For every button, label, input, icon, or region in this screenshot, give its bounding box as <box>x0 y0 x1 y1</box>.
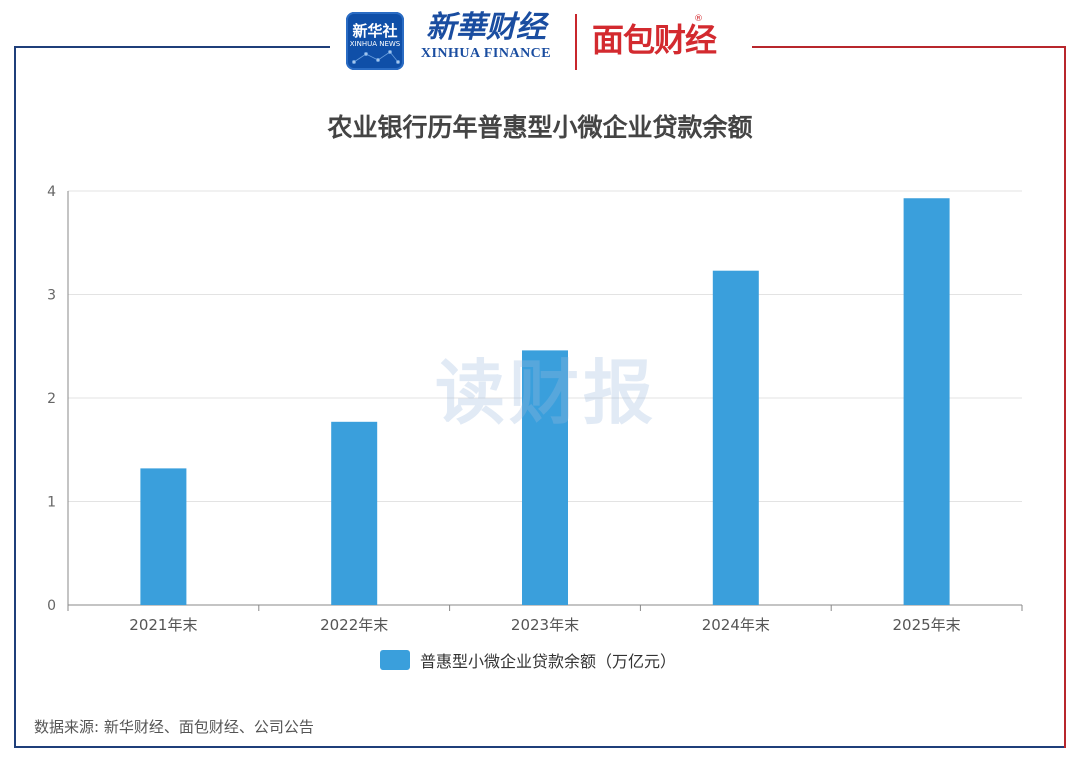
y-tick-label: 4 <box>47 184 56 200</box>
frame-line-blue-left <box>14 46 16 748</box>
registered-mark: ® <box>694 14 703 24</box>
bar-2022年末[interactable] <box>331 421 378 605</box>
x-axis: 2021年末 2022年末 2023年末 2024年末 2025年末 <box>67 604 1023 634</box>
xinhua-finance-logo-en: XINHUA FINANCE <box>420 46 552 61</box>
y-axis: 0 1 2 3 4 <box>47 184 69 614</box>
data-source-note: 数据来源: 新华财经、面包财经、公司公告 <box>34 718 314 736</box>
bar-2025年末[interactable] <box>903 198 950 605</box>
watermark-text: 读财报 <box>435 352 657 434</box>
y-tick-label: 2 <box>47 391 56 407</box>
xinhua-finance-logo: 新華财经 XINHUA FINANCE <box>416 10 556 62</box>
xinhua-news-logo-text: 新华社 <box>352 22 398 40</box>
xinhua-news-logo-subtext: XINHUA NEWS <box>349 40 401 48</box>
network-dots-icon <box>352 50 401 65</box>
y-tick-label: 0 <box>47 598 56 614</box>
frame-line-blue-bottom <box>14 746 1066 748</box>
x-tick-label: 2023年末 <box>511 616 579 634</box>
mianbao-finance-logo: 面包财经 <box>592 21 717 59</box>
y-tick-label: 1 <box>47 495 56 511</box>
x-tick-label: 2025年末 <box>893 616 961 634</box>
legend-label: 普惠型小微企业贷款余额（万亿元） <box>420 652 677 671</box>
x-tick-label: 2024年末 <box>702 616 770 634</box>
bar-2023年末[interactable] <box>522 350 568 605</box>
legend-swatch <box>380 650 410 670</box>
chart-bars <box>140 198 950 605</box>
bar-2021年末[interactable] <box>140 468 187 605</box>
chart-legend[interactable]: 普惠型小微企业贷款余额（万亿元） <box>380 648 676 672</box>
logo-divider <box>575 14 577 70</box>
y-tick-label: 3 <box>47 288 56 304</box>
chart-title: 农业银行历年普惠型小微企业贷款余额 <box>327 113 753 142</box>
frame-line-red-top <box>752 46 1066 48</box>
x-tick-label: 2021年末 <box>129 616 197 634</box>
xinhua-finance-logo-cn: 新華财经 <box>426 10 546 45</box>
frame-line-blue-top <box>14 46 330 48</box>
bar-2024年末[interactable] <box>712 270 759 605</box>
frame-line-red-right <box>1064 46 1066 748</box>
xinhua-news-logo: 新华社 XINHUA NEWS <box>346 12 404 70</box>
x-tick-label: 2022年末 <box>320 616 388 634</box>
